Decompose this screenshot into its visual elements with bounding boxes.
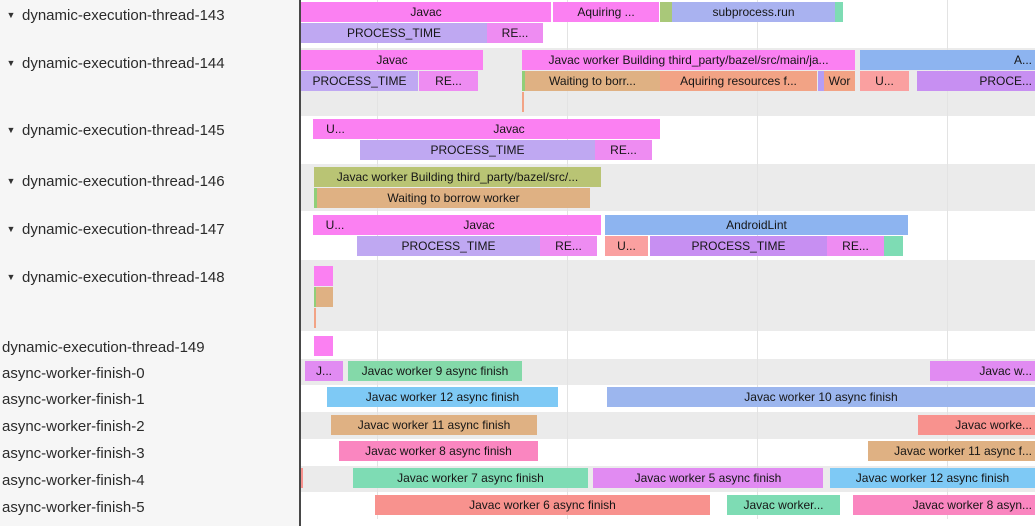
trace-slice[interactable]: PROCESS_TIME bbox=[360, 140, 595, 160]
trace-slice[interactable]: RE... bbox=[595, 140, 652, 160]
trace-slice[interactable]: Javac worker 12 async finish bbox=[327, 387, 558, 407]
trace-slice[interactable]: PROCE... bbox=[917, 71, 1035, 91]
trace-slice[interactable]: subprocess.run bbox=[672, 2, 835, 22]
trace-slice[interactable]: Javac worker 5 async finish bbox=[593, 468, 823, 488]
trace-slice[interactable]: AndroidLint bbox=[605, 215, 908, 235]
sidebar-track-dynamic-execution-thread-144[interactable]: ▼ dynamic-execution-thread-144 bbox=[0, 53, 299, 73]
trace-slice[interactable]: Waiting to borr... bbox=[525, 71, 660, 91]
trace-slice[interactable]: Javac worker 11 async f... bbox=[868, 441, 1035, 461]
trace-slice-tiny[interactable] bbox=[301, 468, 303, 488]
trace-slice[interactable]: RE... bbox=[487, 23, 543, 43]
trace-slice[interactable]: J... bbox=[305, 361, 343, 381]
trace-slice[interactable]: Javac bbox=[301, 50, 483, 70]
sidebar-track-async-worker-finish-3[interactable]: async-worker-finish-3 bbox=[0, 443, 301, 463]
trace-slice[interactable]: Wor bbox=[824, 71, 855, 91]
trace-slice[interactable]: Javac worker 9 async finish bbox=[348, 361, 522, 381]
sidebar-track-async-worker-finish-0[interactable]: async-worker-finish-0 bbox=[0, 363, 301, 383]
timeline-canvas[interactable]: Javac Aquiring ... subprocess.run PROCESS_T… bbox=[301, 0, 1035, 526]
trace-slice[interactable]: RE... bbox=[419, 71, 478, 91]
trace-slice[interactable]: Javac worker... bbox=[727, 495, 840, 515]
trace-slice[interactable]: Javac worker 11 async finish bbox=[331, 415, 537, 435]
trace-slice[interactable]: Javac worke... bbox=[918, 415, 1035, 435]
trace-slice[interactable]: U... bbox=[313, 119, 358, 139]
trace-slice-tiny[interactable] bbox=[314, 188, 317, 208]
collapse-chevron-icon[interactable]: ▼ bbox=[6, 58, 16, 68]
trace-slice[interactable]: PROCESS_TIME bbox=[650, 236, 827, 256]
track-lane-dynamic-execution-thread-148 bbox=[301, 260, 1035, 331]
trace-slice[interactable]: Javac worker 8 asyn... bbox=[853, 495, 1035, 515]
trace-slice[interactable]: PROCESS_TIME bbox=[357, 236, 540, 256]
trace-slice[interactable]: PROCESS_TIME bbox=[301, 23, 487, 43]
trace-slice-tiny[interactable] bbox=[314, 287, 316, 307]
track-label: async-worker-finish-2 bbox=[2, 417, 145, 435]
track-label: async-worker-finish-5 bbox=[2, 498, 145, 516]
collapse-chevron-icon[interactable]: ▼ bbox=[6, 10, 16, 20]
trace-slice[interactable]: Javac worker 6 async finish bbox=[375, 495, 710, 515]
sidebar-track-async-worker-finish-2[interactable]: async-worker-finish-2 bbox=[0, 416, 301, 436]
track-label: async-worker-finish-3 bbox=[2, 444, 145, 462]
collapse-chevron-icon[interactable]: ▼ bbox=[6, 176, 16, 186]
sidebar-track-async-worker-finish-4[interactable]: async-worker-finish-4 bbox=[0, 470, 301, 490]
trace-slice-tiny[interactable] bbox=[818, 71, 824, 91]
timeline-gridline bbox=[947, 0, 948, 519]
trace-slice[interactable]: U... bbox=[860, 71, 909, 91]
track-label: async-worker-finish-4 bbox=[2, 471, 145, 489]
track-lane-dynamic-execution-thread-149 bbox=[301, 332, 1035, 358]
track-label: dynamic-execution-thread-149 bbox=[2, 338, 205, 356]
trace-slice-tiny[interactable] bbox=[835, 2, 843, 22]
sidebar-track-dynamic-execution-thread-148[interactable]: ▼ dynamic-execution-thread-148 bbox=[0, 267, 299, 287]
trace-slice[interactable]: Aquiring ... bbox=[553, 2, 659, 22]
trace-slice[interactable]: PROCESS_TIME bbox=[301, 71, 418, 91]
trace-slice-tiny[interactable] bbox=[316, 287, 333, 307]
trace-slice[interactable]: Javac worker 8 async finish bbox=[339, 441, 538, 461]
track-name-sidebar: ▼ dynamic-execution-thread-143 ▼ dynamic-ex… bbox=[0, 0, 301, 526]
sidebar-track-dynamic-execution-thread-146[interactable]: ▼ dynamic-execution-thread-146 bbox=[0, 171, 299, 191]
sidebar-track-dynamic-execution-thread-147[interactable]: ▼ dynamic-execution-thread-147 bbox=[0, 219, 299, 239]
trace-slice[interactable]: Javac bbox=[357, 215, 601, 235]
trace-slice[interactable]: A... bbox=[860, 50, 1035, 70]
trace-slice-tiny[interactable] bbox=[522, 92, 524, 112]
trace-slice[interactable]: Javac worker Building third_party/bazel/… bbox=[314, 167, 601, 187]
trace-slice-tiny[interactable] bbox=[314, 336, 333, 356]
sidebar-track-async-worker-finish-5[interactable]: async-worker-finish-5 bbox=[0, 497, 301, 517]
trace-slice[interactable]: Javac worker 7 async finish bbox=[353, 468, 588, 488]
timeline-gridline bbox=[377, 0, 378, 519]
track-label: dynamic-execution-thread-145 bbox=[22, 121, 225, 139]
trace-slice[interactable]: Javac worker Building third_party/bazel/… bbox=[522, 50, 855, 70]
trace-slice[interactable]: Javac worker 10 async finish bbox=[607, 387, 1035, 407]
track-label: dynamic-execution-thread-148 bbox=[22, 268, 225, 286]
trace-slice-tiny[interactable] bbox=[884, 236, 903, 256]
trace-slice-tiny[interactable] bbox=[314, 308, 316, 328]
track-label: dynamic-execution-thread-144 bbox=[22, 54, 225, 72]
timeline-gridline bbox=[757, 0, 758, 519]
trace-slice-tiny[interactable] bbox=[522, 71, 525, 91]
collapse-chevron-icon[interactable]: ▼ bbox=[6, 224, 16, 234]
sidebar-track-async-worker-finish-1[interactable]: async-worker-finish-1 bbox=[0, 389, 301, 409]
timeline-gridline bbox=[567, 0, 568, 519]
trace-slice[interactable]: U... bbox=[605, 236, 648, 256]
trace-slice[interactable]: RE... bbox=[827, 236, 884, 256]
sidebar-track-dynamic-execution-thread-149[interactable]: dynamic-execution-thread-149 bbox=[0, 337, 301, 357]
trace-slice[interactable]: Waiting to borrow worker bbox=[317, 188, 590, 208]
track-label: async-worker-finish-0 bbox=[2, 364, 145, 382]
trace-slice[interactable]: Javac bbox=[358, 119, 660, 139]
trace-slice[interactable]: RE... bbox=[540, 236, 597, 256]
collapse-chevron-icon[interactable]: ▼ bbox=[6, 272, 16, 282]
trace-slice[interactable]: Aquiring resources f... bbox=[660, 71, 817, 91]
trace-slice[interactable]: Javac worker 12 async finish bbox=[830, 468, 1035, 488]
trace-slice-tiny[interactable] bbox=[314, 266, 333, 286]
collapse-chevron-icon[interactable]: ▼ bbox=[6, 125, 16, 135]
trace-slice[interactable]: U... bbox=[313, 215, 357, 235]
track-label: dynamic-execution-thread-143 bbox=[22, 6, 225, 24]
track-label: dynamic-execution-thread-146 bbox=[22, 172, 225, 190]
trace-slice[interactable]: Javac w... bbox=[930, 361, 1035, 381]
sidebar-track-dynamic-execution-thread-143[interactable]: ▼ dynamic-execution-thread-143 bbox=[0, 5, 299, 25]
track-label: async-worker-finish-1 bbox=[2, 390, 145, 408]
trace-slice-tiny[interactable] bbox=[660, 2, 672, 22]
sidebar-track-dynamic-execution-thread-145[interactable]: ▼ dynamic-execution-thread-145 bbox=[0, 120, 299, 140]
track-label: dynamic-execution-thread-147 bbox=[22, 220, 225, 238]
trace-slice[interactable]: Javac bbox=[301, 2, 551, 22]
